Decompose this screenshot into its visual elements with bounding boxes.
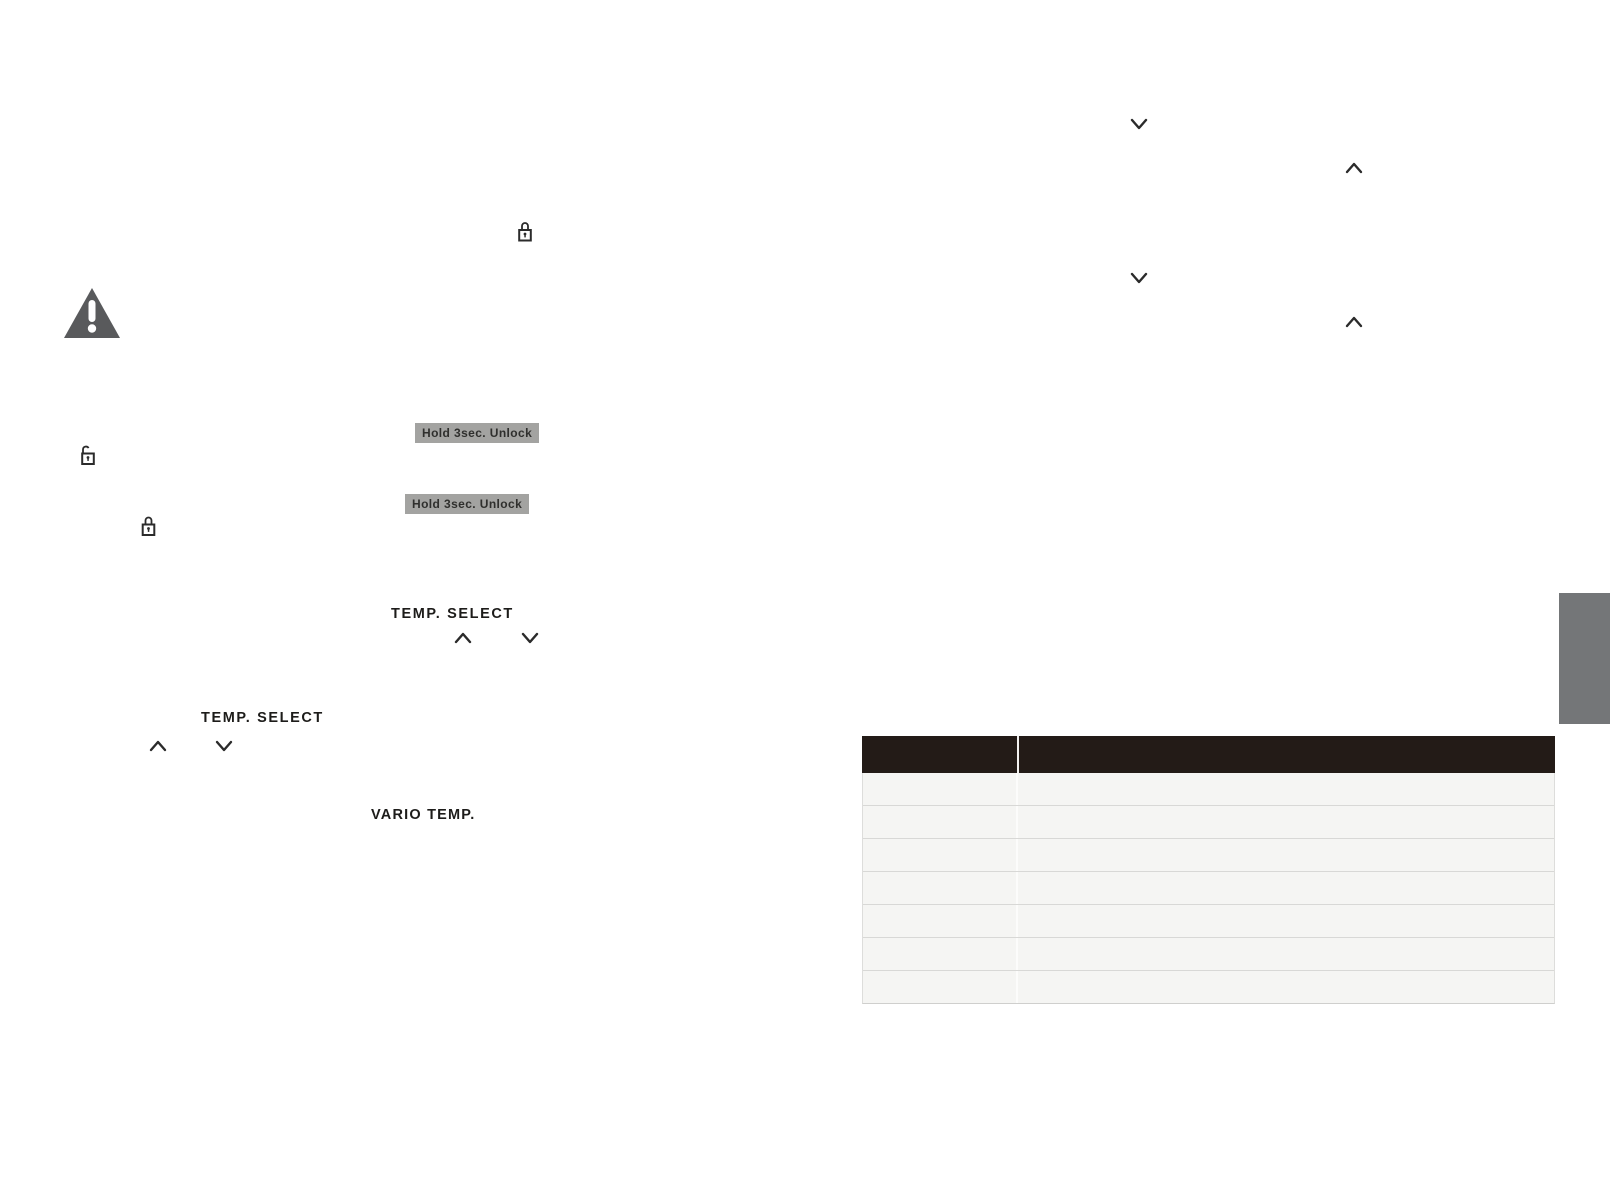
lock-icon <box>140 514 157 538</box>
table-cell <box>1018 905 1554 937</box>
table-row <box>863 806 1554 839</box>
warning-icon <box>63 287 121 339</box>
chevron-down-icon <box>1128 117 1150 131</box>
table-cell <box>863 938 1018 970</box>
chevron-up-icon <box>1343 315 1365 329</box>
table-cell <box>1018 839 1554 871</box>
spec-table-header-cell <box>862 736 1019 773</box>
spec-table <box>862 736 1555 1004</box>
table-row <box>863 905 1554 938</box>
temp-select-label: TEMP. SELECT <box>201 710 324 726</box>
table-cell <box>1018 971 1554 1003</box>
table-cell <box>863 971 1018 1003</box>
table-cell <box>1018 773 1554 805</box>
chevron-up-icon <box>452 631 474 645</box>
table-row <box>863 971 1554 1003</box>
lock-icon <box>517 220 533 243</box>
table-cell <box>863 773 1018 805</box>
table-cell <box>1018 806 1554 838</box>
hold-unlock-display-badge: Hold 3sec. Unlock <box>405 494 530 514</box>
chevron-down-icon <box>1128 271 1150 285</box>
chevron-up-icon <box>1343 161 1365 175</box>
spec-table-header <box>862 736 1555 773</box>
table-row <box>863 938 1554 971</box>
table-cell <box>863 872 1018 904</box>
temp-select-label: TEMP. SELECT <box>391 606 514 622</box>
spec-table-header-cell <box>1019 736 1555 773</box>
table-cell <box>1018 872 1554 904</box>
table-row <box>863 872 1554 905</box>
vario-temp-label: VARIO TEMP. <box>371 807 476 823</box>
unlock-icon <box>79 443 97 467</box>
table-cell <box>863 806 1018 838</box>
table-cell <box>1018 938 1554 970</box>
spec-table-body <box>862 773 1555 1004</box>
table-cell <box>863 905 1018 937</box>
chevron-down-icon <box>519 631 541 645</box>
table-cell <box>863 839 1018 871</box>
hold-unlock-display-badge: Hold 3sec. Unlock <box>415 423 540 443</box>
chapter-side-tab <box>1559 593 1610 724</box>
table-row <box>863 839 1554 872</box>
chevron-up-icon <box>147 739 169 753</box>
chevron-down-icon <box>213 739 235 753</box>
table-row <box>863 773 1554 806</box>
